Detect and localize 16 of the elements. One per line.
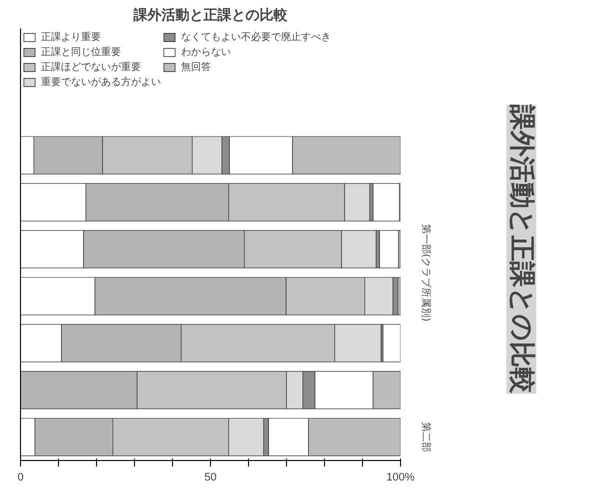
legend-label: 無回答: [181, 61, 211, 74]
text: 第二部: [420, 422, 432, 452]
legend-label: 正課より重要: [41, 30, 101, 44]
legend-label: わからない: [181, 46, 231, 59]
text: 第一部(クラブ所属別): [420, 224, 432, 322]
legend-label: 正課と同じ位重要: [41, 46, 121, 59]
text: 課外活動と正課との比較: [506, 104, 536, 395]
x-tick-label: 100%: [386, 472, 415, 484]
x-tick-label: 0: [17, 472, 24, 484]
bar: [372, 183, 400, 222]
bar: [379, 230, 399, 268]
x-tick-label: 50: [204, 472, 217, 484]
legend-label: 正課ほどでないが重要: [41, 60, 141, 74]
legend-label: なくてもよい不必要で廃止すべき: [181, 30, 331, 44]
legend-label: 重要でないがある方がよい: [41, 76, 161, 89]
chart-title: 課外活動と正課との比較: [132, 6, 288, 24]
